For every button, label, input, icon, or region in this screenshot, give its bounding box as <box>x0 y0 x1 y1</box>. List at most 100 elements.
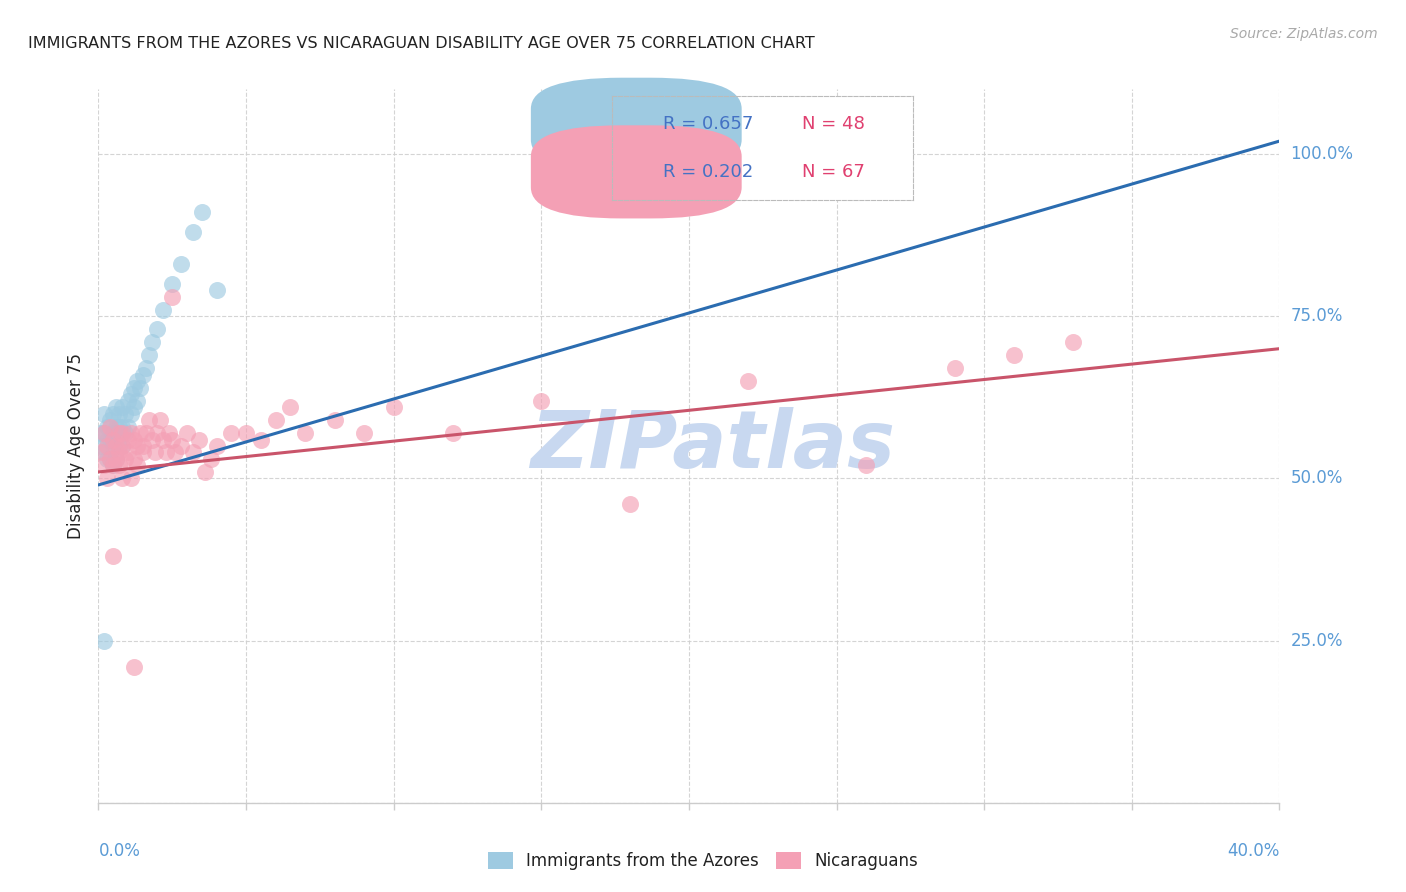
Point <box>93 458 115 473</box>
Point <box>98 452 121 467</box>
Point <box>191 205 214 219</box>
Point <box>162 277 183 291</box>
Point <box>105 433 128 447</box>
Point <box>117 445 139 459</box>
Point <box>111 471 134 485</box>
Point <box>128 425 150 440</box>
Point <box>111 400 134 414</box>
Point <box>737 374 759 388</box>
Point <box>103 439 125 453</box>
Point <box>103 425 125 440</box>
Point <box>120 387 142 401</box>
Point <box>105 439 128 453</box>
Point <box>93 445 115 459</box>
Point <box>90 439 112 453</box>
Point <box>235 425 257 440</box>
Text: 100.0%: 100.0% <box>1291 145 1354 163</box>
Point <box>105 452 128 467</box>
Point <box>96 439 118 453</box>
Point <box>90 445 112 459</box>
Point <box>108 425 131 440</box>
Point <box>170 439 193 453</box>
Point <box>108 419 131 434</box>
Point <box>205 439 228 453</box>
Point <box>162 433 183 447</box>
Point <box>111 419 134 434</box>
Point <box>138 413 160 427</box>
Point <box>114 425 136 440</box>
Point <box>200 452 222 467</box>
Point <box>103 433 125 447</box>
Text: 50.0%: 50.0% <box>1291 469 1343 487</box>
Point <box>111 425 134 440</box>
Point <box>114 452 136 467</box>
Point <box>165 445 187 459</box>
Point <box>264 413 287 427</box>
Point <box>93 407 115 421</box>
Y-axis label: Disability Age Over 75: Disability Age Over 75 <box>67 353 86 539</box>
Point <box>122 381 145 395</box>
Point <box>105 419 128 434</box>
Point <box>90 425 112 440</box>
Text: 0.0%: 0.0% <box>98 842 141 860</box>
Point <box>117 393 139 408</box>
Point <box>93 633 115 648</box>
Point <box>353 425 375 440</box>
Point <box>103 549 125 564</box>
Point <box>1062 335 1084 350</box>
Point <box>141 335 163 350</box>
Point <box>122 659 145 673</box>
Point <box>149 413 172 427</box>
Point <box>943 361 966 376</box>
Point <box>141 433 163 447</box>
Point <box>132 445 155 459</box>
Text: IMMIGRANTS FROM THE AZORES VS NICARAGUAN DISABILITY AGE OVER 75 CORRELATION CHAR: IMMIGRANTS FROM THE AZORES VS NICARAGUAN… <box>28 36 815 51</box>
Point <box>143 445 166 459</box>
Point <box>170 257 193 271</box>
Point <box>157 425 180 440</box>
Point <box>108 439 131 453</box>
Point <box>120 407 142 421</box>
Point <box>120 425 142 440</box>
Point <box>103 407 125 421</box>
Point <box>103 458 125 473</box>
Point <box>96 471 118 485</box>
Point <box>135 361 157 376</box>
Point <box>181 225 204 239</box>
Point <box>132 439 155 453</box>
Point <box>855 458 877 473</box>
Point <box>125 393 148 408</box>
Point <box>146 425 169 440</box>
Point <box>117 433 139 447</box>
Point <box>122 452 145 467</box>
Point <box>530 393 553 408</box>
Point <box>1002 348 1025 362</box>
Point <box>155 445 177 459</box>
Point <box>619 497 641 511</box>
Point <box>146 322 169 336</box>
Text: 75.0%: 75.0% <box>1291 307 1343 326</box>
Point <box>278 400 302 414</box>
Point <box>111 439 134 453</box>
Point <box>103 458 125 473</box>
Point <box>125 374 148 388</box>
Point <box>111 439 134 453</box>
Point <box>382 400 405 414</box>
Point <box>108 407 131 421</box>
Point <box>98 433 121 447</box>
Point <box>93 425 115 440</box>
Text: 40.0%: 40.0% <box>1227 842 1279 860</box>
Point <box>122 433 145 447</box>
Point <box>96 433 118 447</box>
Point <box>441 425 464 440</box>
Point <box>98 419 121 434</box>
Point <box>219 425 242 440</box>
Point <box>162 290 183 304</box>
Text: ZIPatlas: ZIPatlas <box>530 407 896 485</box>
Point <box>93 425 115 440</box>
Point <box>135 425 157 440</box>
Text: Source: ZipAtlas.com: Source: ZipAtlas.com <box>1230 27 1378 41</box>
Point <box>105 452 128 467</box>
Point <box>108 445 131 459</box>
Point <box>152 433 174 447</box>
